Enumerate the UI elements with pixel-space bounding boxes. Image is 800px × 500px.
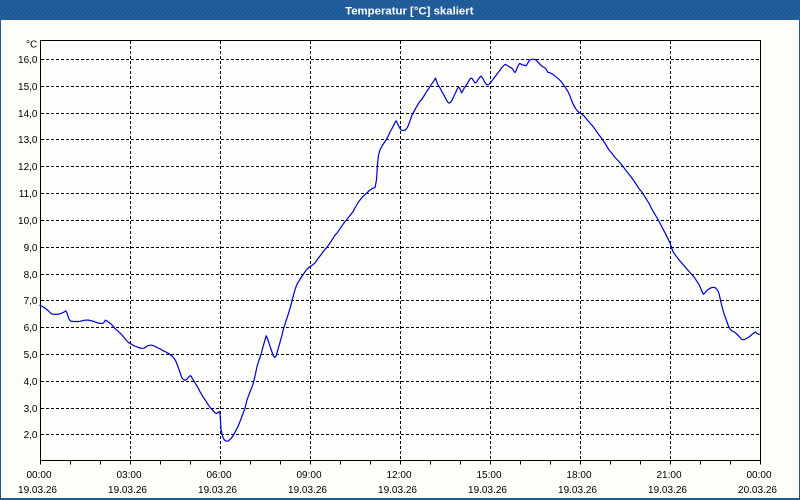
svg-text:09:00: 09:00 — [296, 470, 321, 481]
svg-text:9,0: 9,0 — [24, 243, 38, 254]
svg-text:6,0: 6,0 — [24, 323, 38, 334]
svg-text:00:00: 00:00 — [746, 470, 771, 481]
svg-text:5,0: 5,0 — [24, 350, 38, 361]
svg-text:19.03.26: 19.03.26 — [558, 485, 597, 496]
svg-text:8,0: 8,0 — [24, 270, 38, 281]
svg-text:7,0: 7,0 — [24, 296, 38, 307]
svg-text:3,0: 3,0 — [24, 404, 38, 415]
svg-text:19.03.26: 19.03.26 — [288, 485, 327, 496]
svg-text:Temperatur [°C] skaliert: Temperatur [°C] skaliert — [345, 5, 474, 17]
svg-text:15:00: 15:00 — [476, 470, 501, 481]
svg-text:14,0: 14,0 — [18, 109, 38, 120]
svg-text:4,0: 4,0 — [24, 377, 38, 388]
svg-text:19.03.26: 19.03.26 — [648, 485, 687, 496]
svg-text:12,0: 12,0 — [18, 162, 38, 173]
svg-text:10,0: 10,0 — [18, 216, 38, 227]
svg-text:°C: °C — [26, 40, 37, 51]
svg-text:16,0: 16,0 — [18, 55, 38, 66]
svg-text:19.03.26: 19.03.26 — [378, 485, 417, 496]
svg-text:11,0: 11,0 — [19, 189, 38, 200]
svg-text:19.03.26: 19.03.26 — [198, 485, 237, 496]
svg-text:19.03.26: 19.03.26 — [468, 485, 507, 496]
svg-text:21:00: 21:00 — [656, 470, 681, 481]
svg-text:15,0: 15,0 — [18, 82, 38, 93]
svg-text:18:00: 18:00 — [566, 470, 591, 481]
svg-text:00:00: 00:00 — [26, 470, 51, 481]
svg-text:2,0: 2,0 — [24, 430, 38, 441]
svg-text:19.03.26: 19.03.26 — [108, 485, 147, 496]
svg-text:13,0: 13,0 — [18, 135, 38, 146]
svg-text:19.03.26: 19.03.26 — [18, 485, 57, 496]
svg-text:12:00: 12:00 — [386, 470, 411, 481]
svg-text:06:00: 06:00 — [206, 470, 231, 481]
svg-text:03:00: 03:00 — [116, 470, 141, 481]
svg-text:20.03.26: 20.03.26 — [738, 485, 777, 496]
